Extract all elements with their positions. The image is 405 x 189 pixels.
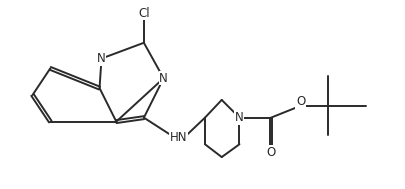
Text: O: O [295,95,305,108]
Text: N: N [234,111,243,124]
Text: O: O [266,146,275,159]
Text: N: N [97,52,106,65]
Text: HN: HN [169,131,187,144]
Text: N: N [159,72,168,85]
Text: Cl: Cl [138,7,149,20]
